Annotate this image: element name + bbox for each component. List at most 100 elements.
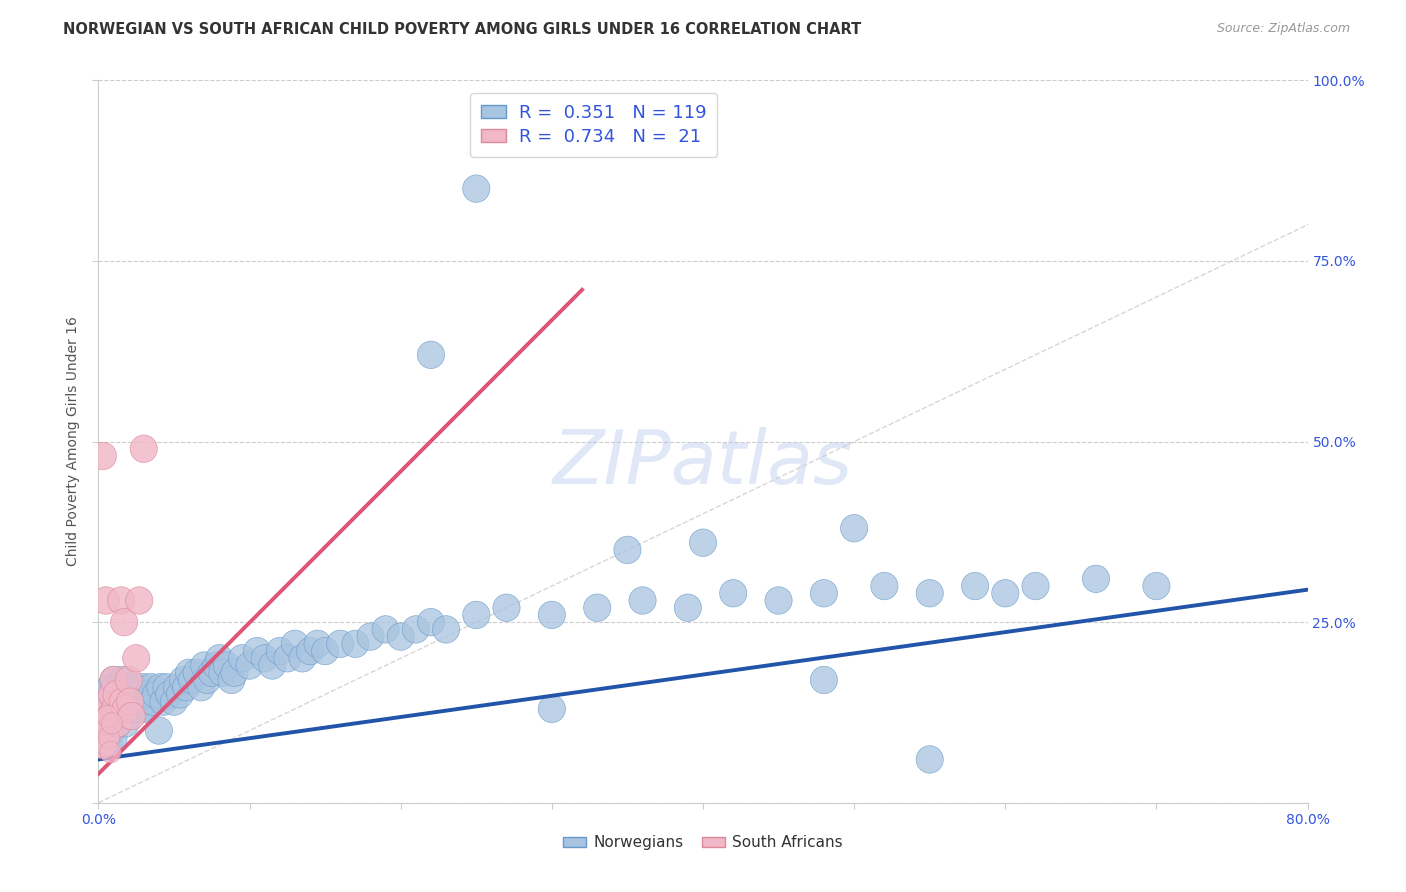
Ellipse shape (114, 695, 141, 723)
Ellipse shape (90, 442, 117, 470)
Ellipse shape (120, 681, 146, 708)
Ellipse shape (134, 695, 160, 723)
Ellipse shape (97, 706, 118, 727)
Ellipse shape (810, 666, 838, 694)
Ellipse shape (179, 666, 205, 694)
Ellipse shape (110, 688, 136, 715)
Ellipse shape (111, 702, 138, 730)
Ellipse shape (917, 580, 943, 607)
Ellipse shape (98, 727, 120, 748)
Ellipse shape (208, 659, 236, 687)
Ellipse shape (121, 688, 148, 715)
Ellipse shape (101, 695, 129, 723)
Ellipse shape (112, 688, 139, 715)
Ellipse shape (252, 645, 278, 672)
Ellipse shape (110, 666, 136, 694)
Ellipse shape (101, 695, 129, 723)
Ellipse shape (107, 587, 135, 615)
Ellipse shape (131, 673, 157, 701)
Ellipse shape (100, 724, 127, 751)
Ellipse shape (342, 630, 368, 657)
Ellipse shape (205, 645, 233, 672)
Ellipse shape (104, 688, 132, 715)
Ellipse shape (94, 688, 121, 715)
Ellipse shape (103, 681, 131, 708)
Ellipse shape (93, 702, 120, 730)
Ellipse shape (191, 652, 218, 679)
Ellipse shape (357, 623, 384, 650)
Text: Source: ZipAtlas.com: Source: ZipAtlas.com (1216, 22, 1350, 36)
Ellipse shape (103, 702, 131, 730)
Text: NORWEGIAN VS SOUTH AFRICAN CHILD POVERTY AMONG GIRLS UNDER 16 CORRELATION CHART: NORWEGIAN VS SOUTH AFRICAN CHILD POVERTY… (63, 22, 862, 37)
Ellipse shape (991, 580, 1019, 607)
Ellipse shape (176, 659, 202, 687)
Ellipse shape (765, 587, 792, 615)
Ellipse shape (194, 666, 221, 694)
Ellipse shape (98, 717, 125, 744)
Ellipse shape (96, 710, 122, 737)
Ellipse shape (166, 681, 194, 708)
Ellipse shape (150, 688, 177, 715)
Ellipse shape (156, 681, 183, 708)
Ellipse shape (122, 673, 150, 701)
Ellipse shape (111, 608, 138, 636)
Ellipse shape (125, 681, 153, 708)
Ellipse shape (94, 720, 115, 741)
Ellipse shape (110, 688, 136, 715)
Ellipse shape (90, 695, 117, 723)
Ellipse shape (373, 615, 399, 643)
Ellipse shape (91, 702, 118, 730)
Ellipse shape (297, 638, 323, 665)
Ellipse shape (125, 587, 153, 615)
Ellipse shape (288, 645, 316, 672)
Ellipse shape (118, 702, 145, 730)
Ellipse shape (326, 630, 354, 657)
Ellipse shape (183, 659, 211, 687)
Ellipse shape (962, 573, 988, 599)
Ellipse shape (124, 688, 152, 715)
Ellipse shape (104, 710, 132, 737)
Ellipse shape (418, 341, 444, 368)
Ellipse shape (841, 515, 868, 542)
Ellipse shape (214, 652, 240, 679)
Ellipse shape (138, 673, 165, 701)
Ellipse shape (433, 615, 460, 643)
Ellipse shape (100, 741, 121, 763)
Ellipse shape (139, 688, 166, 715)
Ellipse shape (117, 688, 143, 715)
Ellipse shape (312, 638, 339, 665)
Ellipse shape (236, 652, 263, 679)
Ellipse shape (173, 673, 200, 701)
Ellipse shape (103, 681, 131, 708)
Ellipse shape (107, 681, 135, 708)
Ellipse shape (98, 681, 125, 708)
Ellipse shape (97, 673, 124, 701)
Ellipse shape (90, 731, 117, 759)
Ellipse shape (418, 608, 444, 636)
Legend: Norwegians, South Africans: Norwegians, South Africans (557, 830, 849, 856)
Ellipse shape (187, 673, 215, 701)
Ellipse shape (115, 702, 142, 730)
Ellipse shape (131, 435, 157, 462)
Ellipse shape (1022, 573, 1049, 599)
Ellipse shape (675, 594, 702, 622)
Ellipse shape (304, 630, 332, 657)
Ellipse shape (122, 645, 150, 672)
Ellipse shape (112, 710, 139, 737)
Ellipse shape (93, 724, 120, 751)
Ellipse shape (163, 673, 191, 701)
Ellipse shape (463, 601, 489, 629)
Ellipse shape (118, 695, 145, 723)
Ellipse shape (111, 681, 138, 708)
Ellipse shape (1143, 573, 1170, 599)
Ellipse shape (146, 673, 174, 701)
Ellipse shape (135, 681, 162, 708)
Ellipse shape (100, 681, 127, 708)
Ellipse shape (583, 594, 610, 622)
Ellipse shape (689, 529, 717, 557)
Ellipse shape (96, 731, 122, 759)
Ellipse shape (100, 666, 127, 694)
Ellipse shape (97, 702, 124, 730)
Ellipse shape (104, 710, 132, 737)
Ellipse shape (170, 666, 197, 694)
